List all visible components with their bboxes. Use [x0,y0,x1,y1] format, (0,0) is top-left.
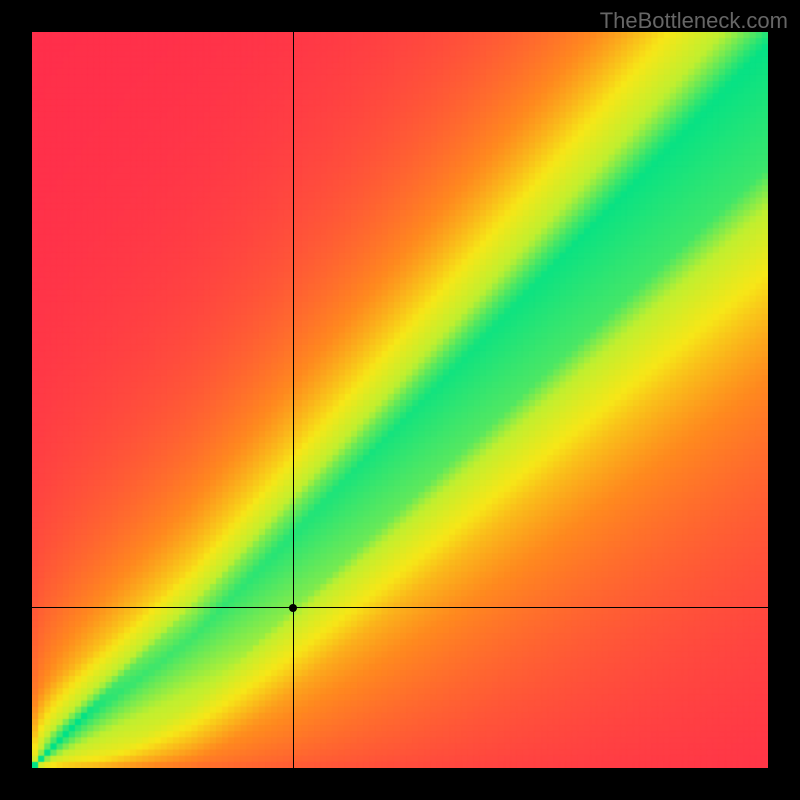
plot-area [32,32,768,768]
crosshair-marker [289,604,297,612]
bottleneck-heatmap [32,32,768,768]
watermark-label: TheBottleneck.com [600,8,788,34]
outer-frame: TheBottleneck.com [0,0,800,800]
crosshair-horizontal [32,607,768,608]
crosshair-vertical [293,32,294,768]
